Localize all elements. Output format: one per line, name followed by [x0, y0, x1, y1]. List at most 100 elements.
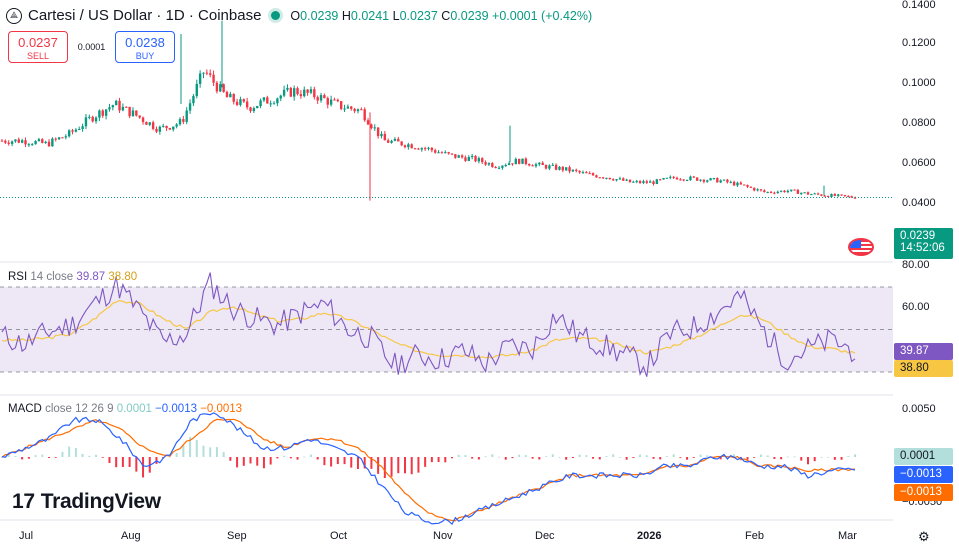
candle-body: [245, 101, 249, 108]
rsi-line: [1, 272, 856, 377]
candle-body: [410, 144, 413, 149]
macd-line: [1, 412, 856, 526]
macd-histogram-bar: [504, 457, 507, 460]
candle-body: [192, 96, 195, 104]
candle-body: [477, 158, 481, 162]
macd-histogram-bar: [48, 457, 51, 459]
candle-body: [793, 189, 796, 191]
candle-body: [219, 84, 222, 92]
candle-body: [605, 177, 608, 179]
candle-body: [98, 110, 101, 118]
macd-histogram-bar: [457, 454, 460, 457]
candle-body: [773, 192, 776, 194]
macd-histogram-bar: [498, 456, 501, 458]
macd-histogram-bar: [189, 437, 192, 457]
candle-body: [779, 190, 783, 192]
market-open-indicator: [271, 11, 281, 20]
macd-histogram-bar: [786, 456, 789, 458]
candle-body: [501, 165, 504, 168]
candle-body: [595, 175, 598, 178]
candle-body: [481, 158, 484, 163]
candle-body: [719, 180, 722, 183]
macd-histogram-bar: [142, 457, 145, 478]
macd-histogram-bar: [746, 457, 749, 460]
candle-body: [853, 197, 857, 199]
candle-body: [601, 177, 605, 179]
candle-body: [769, 191, 773, 193]
price-axis-tick: 0.1000: [902, 77, 936, 89]
candle-body: [393, 138, 397, 141]
candle-body: [289, 87, 293, 97]
candle-body: [175, 124, 178, 127]
macd-histogram-bar: [202, 445, 205, 457]
buy-button[interactable]: 0.0238 BUY: [115, 31, 175, 63]
candle-body: [108, 107, 111, 110]
candle-body: [74, 129, 78, 132]
candle-body: [699, 179, 702, 181]
candle-body: [299, 94, 303, 97]
candle-body: [763, 190, 766, 193]
macd-histogram-bar: [854, 454, 856, 457]
macd-histogram-bar: [484, 456, 487, 458]
candle-body: [158, 126, 162, 132]
candle-body: [669, 176, 672, 178]
candle-body: [612, 179, 615, 181]
macd-histogram-bar: [276, 457, 279, 459]
candle-body: [121, 106, 125, 111]
candle-body: [645, 181, 648, 183]
candle-body: [427, 147, 430, 149]
price-axis-tick: 0.0800: [902, 117, 936, 129]
rsi-legend[interactable]: RSI 14 close 39.87 38.80: [8, 271, 138, 283]
tradingview-logo[interactable]: 17 TradingView: [12, 490, 161, 513]
macd-histogram-bar: [424, 457, 427, 467]
candle-body: [679, 179, 682, 181]
macd-histogram-bar: [249, 457, 252, 464]
candle-body: [615, 179, 618, 181]
candle-body: [423, 148, 427, 150]
candle-body: [141, 117, 145, 122]
candle-body: [7, 142, 10, 144]
candle-body: [182, 119, 185, 122]
macd-histogram-bar: [383, 457, 386, 479]
candle-body: [504, 164, 507, 166]
candle-body: [64, 136, 68, 138]
symbol-title[interactable]: Cartesi / US Dollar · 1D · Coinbase: [28, 7, 262, 24]
candle-body: [850, 196, 853, 198]
macd-histogram-bar: [840, 457, 843, 460]
candle-body: [350, 106, 353, 109]
candle-body: [685, 179, 689, 181]
candle-body: [434, 150, 437, 153]
candle-body: [638, 181, 642, 183]
candle-body: [329, 99, 333, 105]
macd-histogram-bar: [686, 457, 689, 460]
candle-body: [454, 154, 457, 158]
candle-body: [20, 140, 24, 143]
candle-body: [659, 179, 662, 181]
macd-histogram-bar: [806, 457, 809, 465]
macd-histogram-bar: [168, 456, 171, 458]
us-flag-icon[interactable]: [848, 238, 874, 256]
macd-legend[interactable]: MACD close 12 26 9 0.0001 −0.0013 −0.001…: [8, 403, 243, 415]
candle-body: [47, 141, 51, 147]
price-axis-tick: 0.1200: [902, 37, 936, 49]
candle-body: [309, 89, 313, 93]
candle-body: [464, 157, 467, 161]
gear-icon[interactable]: ⚙: [918, 529, 930, 544]
macd-histogram-bar: [108, 457, 111, 464]
candle-body: [54, 138, 57, 140]
sell-button[interactable]: 0.0237 SELL: [8, 31, 68, 63]
time-axis-tick: Dec: [535, 530, 555, 542]
candle-body: [118, 100, 121, 111]
candle-body: [716, 178, 719, 183]
candle-body: [823, 195, 826, 197]
candle-body: [390, 140, 393, 143]
macd-histogram-bar: [242, 457, 245, 466]
candle-body: [756, 189, 759, 191]
candle-body: [625, 179, 628, 181]
rsi-axis-tick: 60.00: [902, 301, 930, 313]
candle-body: [111, 105, 115, 108]
candle-body: [198, 73, 202, 84]
candle-body: [128, 106, 131, 117]
candle-body: [353, 108, 356, 112]
